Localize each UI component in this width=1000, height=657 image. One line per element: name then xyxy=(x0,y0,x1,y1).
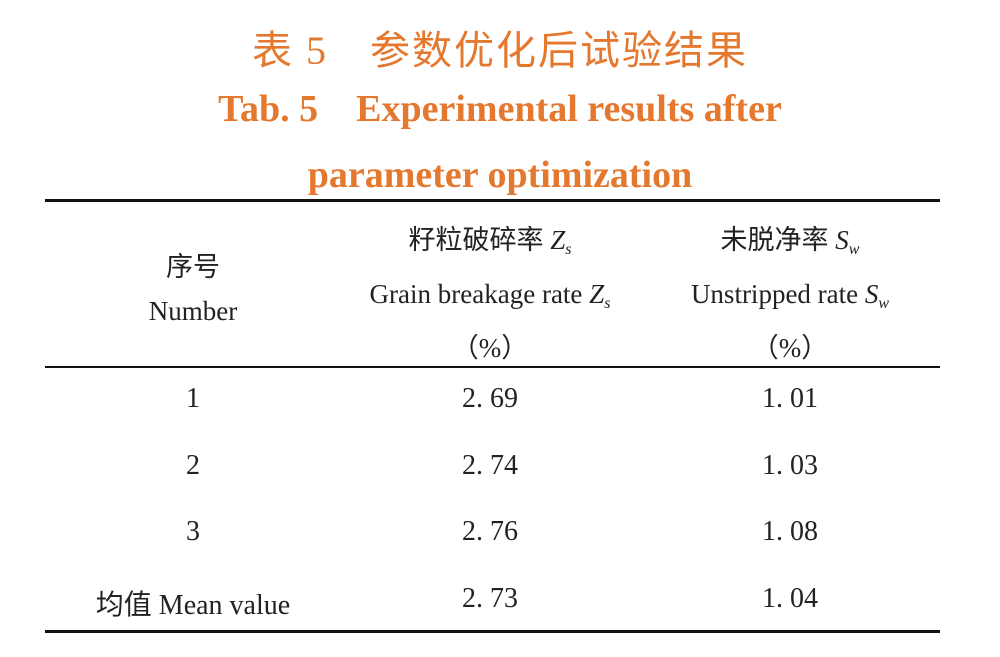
header-unit: （%） xyxy=(451,333,529,363)
cell: 2. 73 xyxy=(462,583,518,614)
cell: 2. 76 xyxy=(462,516,518,547)
symbol-subscript: w xyxy=(848,241,860,258)
title-cn: 表 5 参数优化后试验结果 xyxy=(252,28,748,73)
cell: 1 xyxy=(186,383,200,414)
header-cn-line: 籽粒破碎率 Zs xyxy=(370,218,611,272)
mid-rule xyxy=(45,366,940,368)
symbol: Z xyxy=(550,225,566,255)
symbol-subscript: s xyxy=(565,241,572,258)
header-unit: （%） xyxy=(751,333,829,363)
header-cn-line: 未脱净率 Sw xyxy=(691,218,889,272)
cell: 1. 01 xyxy=(762,383,818,414)
header-en: Grain breakage rate xyxy=(369,279,583,309)
symbol: S xyxy=(864,279,879,309)
cell: 均值 Mean value xyxy=(95,590,291,621)
header-cn: 序号 xyxy=(165,252,220,282)
header-cn: 未脱净率 xyxy=(720,225,829,255)
symbol-subscript: w xyxy=(878,295,890,312)
header-en: Unstripped rate xyxy=(690,279,859,309)
column-header: 籽粒破碎率 Zs Grain breakage rate Zs （%） xyxy=(370,218,611,370)
column-header: 未脱净率 Sw Unstripped rate Sw （%） xyxy=(691,218,889,370)
cell: 3 xyxy=(186,516,200,547)
header-cn: 籽粒破碎率 xyxy=(408,225,544,255)
cell: 1. 04 xyxy=(762,583,818,614)
column-header: 序号 Number xyxy=(149,245,237,333)
symbol-subscript: s xyxy=(604,295,611,312)
title-en: Tab. 5 Experimental results after parame… xyxy=(218,88,782,196)
symbol: Z xyxy=(589,279,605,309)
top-rule xyxy=(45,199,940,202)
header-en-line: Grain breakage rate Zs xyxy=(370,272,611,326)
header-en-line: Unstripped rate Sw xyxy=(691,272,889,326)
bottom-rule xyxy=(45,630,940,633)
header-en: Number xyxy=(148,296,238,326)
cell: 1. 08 xyxy=(762,516,818,547)
cell: 2. 74 xyxy=(462,450,518,481)
cell: 1. 03 xyxy=(762,450,818,481)
cell: 2 xyxy=(186,450,200,481)
symbol: S xyxy=(835,225,849,255)
cell: 2. 69 xyxy=(462,383,518,414)
